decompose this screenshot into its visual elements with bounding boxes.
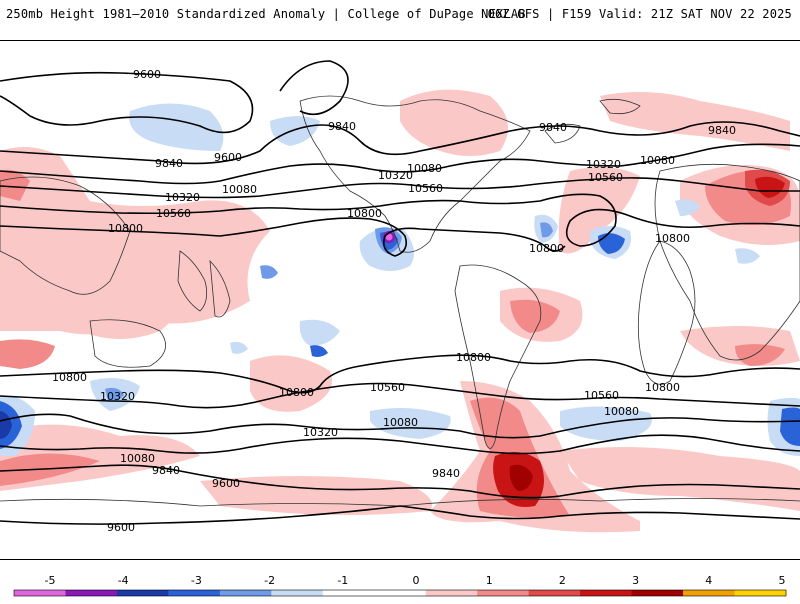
negative-anomaly-layer [0, 103, 800, 456]
contour-label: 10560 [370, 381, 405, 394]
colorbar-swatch [477, 590, 530, 596]
contour-label: 9600 [212, 477, 240, 490]
colorbar-swatch [631, 590, 684, 596]
contour-label: 10080 [120, 452, 155, 465]
contour-label: 10080 [604, 405, 639, 418]
header: 250mb Height 1981–2010 Standardized Anom… [0, 0, 800, 40]
colorbar-swatch [271, 590, 324, 596]
contour-label: 10560 [408, 182, 443, 195]
contour-label: 9840 [708, 124, 736, 137]
contour-label: 9600 [107, 521, 135, 534]
contour-label: 10080 [222, 183, 257, 196]
colorbar-tick-label: -2 [264, 574, 275, 587]
contour-label: 9600 [133, 68, 161, 81]
map-svg[interactable]: 9600 9600 9600 9600 9840 9840 9840 9840 … [0, 41, 800, 559]
map-title: 250mb Height 1981–2010 Standardized Anom… [6, 7, 526, 21]
colorbar-tick-label: -5 [45, 574, 56, 587]
contour-label: 9840 [432, 467, 460, 480]
colorbar-tick-label: 3 [632, 574, 639, 587]
contour-label: 10800 [529, 242, 564, 255]
colorbar-swatch [322, 590, 375, 596]
height-contours [0, 60, 800, 525]
colorbar-tick-label: 0 [413, 574, 420, 587]
contour-label: 10800 [456, 351, 491, 364]
contour-label: 10560 [156, 207, 191, 220]
contour-label: 10560 [584, 389, 619, 402]
contour-label: 9600 [214, 151, 242, 164]
contour-label: 10320 [100, 390, 135, 403]
colorbar-swatch [65, 590, 118, 596]
colorbar-swatch [528, 590, 581, 596]
contour-label: 10800 [52, 371, 87, 384]
colorbar-swatch [683, 590, 736, 596]
colorbar-outline [13, 589, 787, 597]
colorbar-tick-label: -4 [118, 574, 129, 587]
contour-label: 10080 [383, 416, 418, 429]
colorbar-swatches [13, 589, 787, 597]
contour-label: 9840 [155, 157, 183, 170]
colorbar-swatch [425, 590, 478, 596]
contour-label: 10320 [303, 426, 338, 439]
colorbar-swatch [168, 590, 221, 596]
contour-label: 10800 [347, 207, 382, 220]
contour-label: 10800 [645, 381, 680, 394]
contour-label: 9840 [328, 120, 356, 133]
contour-label: 10320 [378, 169, 413, 182]
colorbar-tick-label: -1 [337, 574, 348, 587]
map-panel[interactable]: 9600 9600 9600 9600 9840 9840 9840 9840 … [0, 40, 800, 560]
colorbar-tick-label: 1 [486, 574, 493, 587]
colorbar-swatch [116, 590, 169, 596]
colorbar-tick-label: 2 [559, 574, 566, 587]
colorbar: -5 -4 -3 -2 -1 0 1 2 3 4 5 [0, 570, 800, 600]
contour-labels: 9600 9600 9600 9600 9840 9840 9840 9840 … [52, 68, 736, 534]
contour-label: 10320 [165, 191, 200, 204]
contour-label: 9840 [539, 121, 567, 134]
colorbar-tick-label: 4 [705, 574, 712, 587]
colorbar-swatch [580, 590, 633, 596]
colorbar-swatch [219, 590, 272, 596]
contour-label: 10560 [588, 171, 623, 184]
colorbar-svg: -5 -4 -3 -2 -1 0 1 2 3 4 5 [13, 574, 787, 597]
colorbar-swatch [14, 590, 66, 596]
contour-label: 10080 [640, 154, 675, 167]
positive-anomaly-layer [0, 89, 800, 533]
colorbar-tick-label: 5 [779, 574, 786, 587]
contour-label: 10080 [407, 162, 442, 175]
colorbar-tick-labels: -5 -4 -3 -2 -1 0 1 2 3 4 5 [45, 574, 786, 587]
contour-label: 9840 [152, 464, 180, 477]
contour-label: 10320 [586, 158, 621, 171]
contour-label: 10800 [279, 386, 314, 399]
run-info: 06Z GFS | F159 Valid: 21Z SAT NOV 22 202… [487, 7, 792, 21]
colorbar-swatch [374, 590, 427, 596]
colorbar-swatch [734, 590, 787, 596]
contour-label: 10800 [655, 232, 690, 245]
contour-label: 10800 [108, 222, 143, 235]
colorbar-tick-label: -3 [191, 574, 202, 587]
